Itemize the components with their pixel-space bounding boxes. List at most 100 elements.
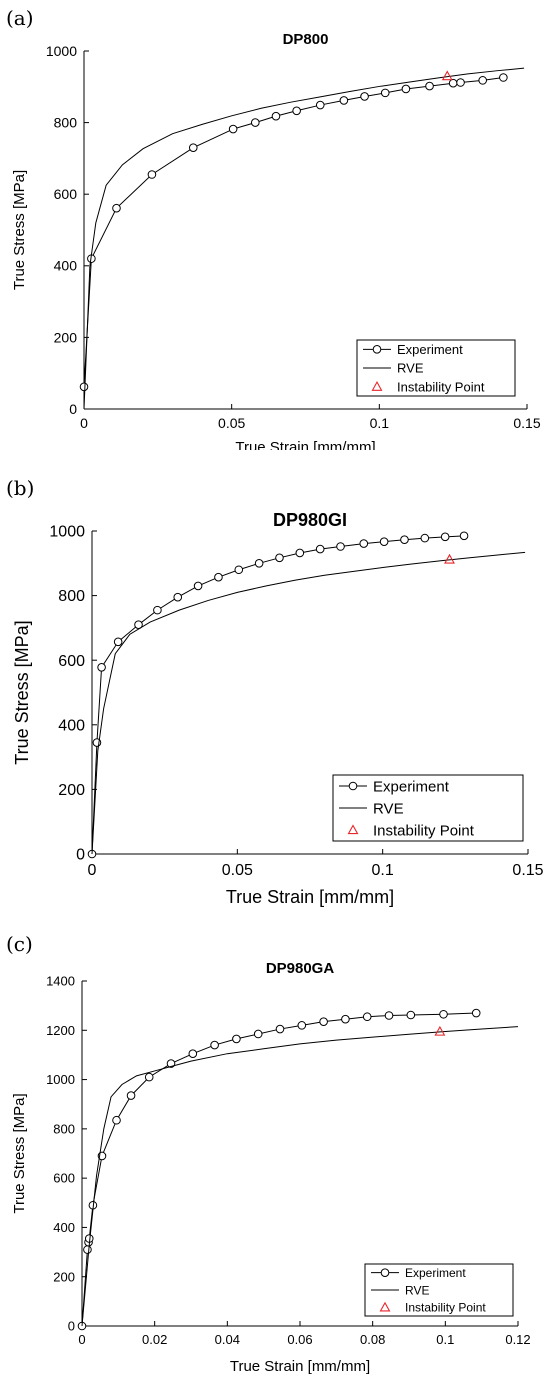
x-tick-label: 0 [88,862,97,879]
x-tick-label: 0.1 [436,1332,454,1347]
experiment-data-point [478,76,488,85]
experiment-data-point [339,96,349,105]
y-tick-label: 0 [76,847,85,864]
experiment-data-point [315,100,325,110]
experiment-data-point [341,1014,350,1024]
legend-entry-label: Instability Point [397,379,485,394]
experiment-data-point [295,548,305,558]
legend-swatch-triangle [379,1301,391,1312]
experiment-data-point [384,1011,394,1020]
legend-swatch-triangle [371,381,383,391]
legend-entry-label: Instability Point [373,822,475,839]
chart-title: DP980GI [273,510,347,530]
y-tick-label: 600 [53,1171,75,1186]
experiment-data-point [232,1034,241,1044]
experiment-data-point [440,532,450,542]
experiment-data-point [153,605,162,615]
y-tick-label: 800 [53,1121,75,1136]
experiment-data-point [250,118,260,127]
experiment-data-point [112,203,121,213]
y-tick-label: 1200 [46,1023,75,1038]
legend-entry-label: Experiment [405,1266,466,1280]
y-axis-label: True Stress [MPa] [12,620,32,764]
experiment-data-point [228,124,238,134]
experiment-data-point [425,81,434,91]
experiment-data-point [400,535,409,545]
legend-entry-label: Experiment [397,342,463,357]
experiment-data-point [79,382,89,392]
x-tick-label: 0.15 [512,862,543,879]
x-tick-label: 0 [80,415,88,431]
legend-entry-label: RVE [373,800,404,817]
y-tick-label: 200 [58,782,85,799]
experiment-data-point [380,88,390,98]
experiment-data-point [113,637,123,647]
x-tick-label: 0.15 [513,415,540,431]
line-chart: 0 0.05 0.1 0.15 0 200 400 600 800 1000 DP800 True S… [11,31,541,456]
chart-panel-c: (c) 0 0.02 0.04 0.06 0.08 0.1 0.12 0 200 400 600 80… [0,910,550,1379]
experiment-data-point [448,78,458,88]
experiment-data-point [234,565,244,575]
experiment-data-point [406,1010,416,1020]
legend-entry-label: RVE [405,1283,429,1297]
experiment-data-point [83,1245,92,1254]
x-tick-label: 0.06 [287,1332,312,1347]
experiment-data-point [112,1115,121,1125]
y-tick-label: 600 [54,186,78,202]
experiment-data-point [439,1009,448,1019]
legend-swatch-triangle [347,824,359,835]
x-tick-label: 0.02 [142,1332,167,1347]
experiment-data-point [173,592,183,602]
rve-series-line [91,551,526,855]
experiment-data-point [253,1029,263,1039]
experiment-data-point [319,1017,328,1026]
chart-panel-a: (a) 0 0.05 0.1 0.15 0 200 400 600 800 1000 DP800 Tr… [0,0,550,456]
x-axis-label: True Strain [mm/mm] [235,439,375,450]
experiment-data-point [471,1008,481,1018]
x-tick-label: 0.05 [222,862,253,879]
experiment-data-point [360,92,369,101]
experiment-data-point [166,1059,176,1068]
legend-swatch-circle [380,1268,390,1277]
x-tick-label: 0.05 [218,415,245,431]
line-chart: 0 0.02 0.04 0.06 0.08 0.1 0.12 0 200 400 600 800 100… [11,960,531,1375]
x-tick-label: 0.04 [215,1332,240,1347]
legend-entry-label: Instability Point [405,1301,486,1315]
experiment-data-point [420,533,430,543]
experiment-data-point [188,143,198,152]
experiment-data-point [254,559,264,568]
y-tick-label: 800 [54,115,78,131]
x-tick-label: 0.12 [505,1332,530,1347]
experiment-data-point [336,542,345,551]
experiment-data-point [459,531,469,541]
instability-point-marker [444,553,455,564]
x-axis-label: True Strain [mm/mm] [226,887,394,907]
y-tick-label: 0 [69,401,77,417]
experiment-data-point [214,572,223,582]
legend-swatch-circle [348,781,358,791]
instability-point-marker [434,1025,446,1036]
x-tick-label: 0.1 [370,415,390,431]
x-tick-label: 0 [78,1332,85,1347]
chart-title: DP980GA [266,960,335,977]
y-tick-label: 200 [54,329,78,345]
experiment-data-point [379,537,389,546]
line-chart: 0 0.05 0.1 0.15 0 200 400 600 800 1000 DP980GI True… [12,510,544,907]
experiment-data-point [362,1012,372,1022]
legend-entry-label: RVE [397,361,424,376]
y-tick-label: 800 [58,588,85,605]
y-tick-label: 400 [58,717,85,734]
rve-series-line [83,67,525,410]
x-axis-label: True Strain [mm/mm] [230,1358,370,1375]
experiment-data-point [271,111,281,121]
experiment-data-point [134,620,143,629]
y-axis-label: True Stress [MPa] [11,170,28,290]
legend-swatch-circle [372,345,382,354]
experiment-data-point [193,581,203,591]
y-tick-label: 1000 [46,1072,75,1087]
experiment-data-point [359,539,369,548]
experiment-data-point [210,1040,219,1050]
y-tick-label: 200 [53,1269,75,1284]
y-tick-label: 0 [68,1319,75,1334]
y-axis-label: True Stress [MPa] [11,1093,28,1213]
